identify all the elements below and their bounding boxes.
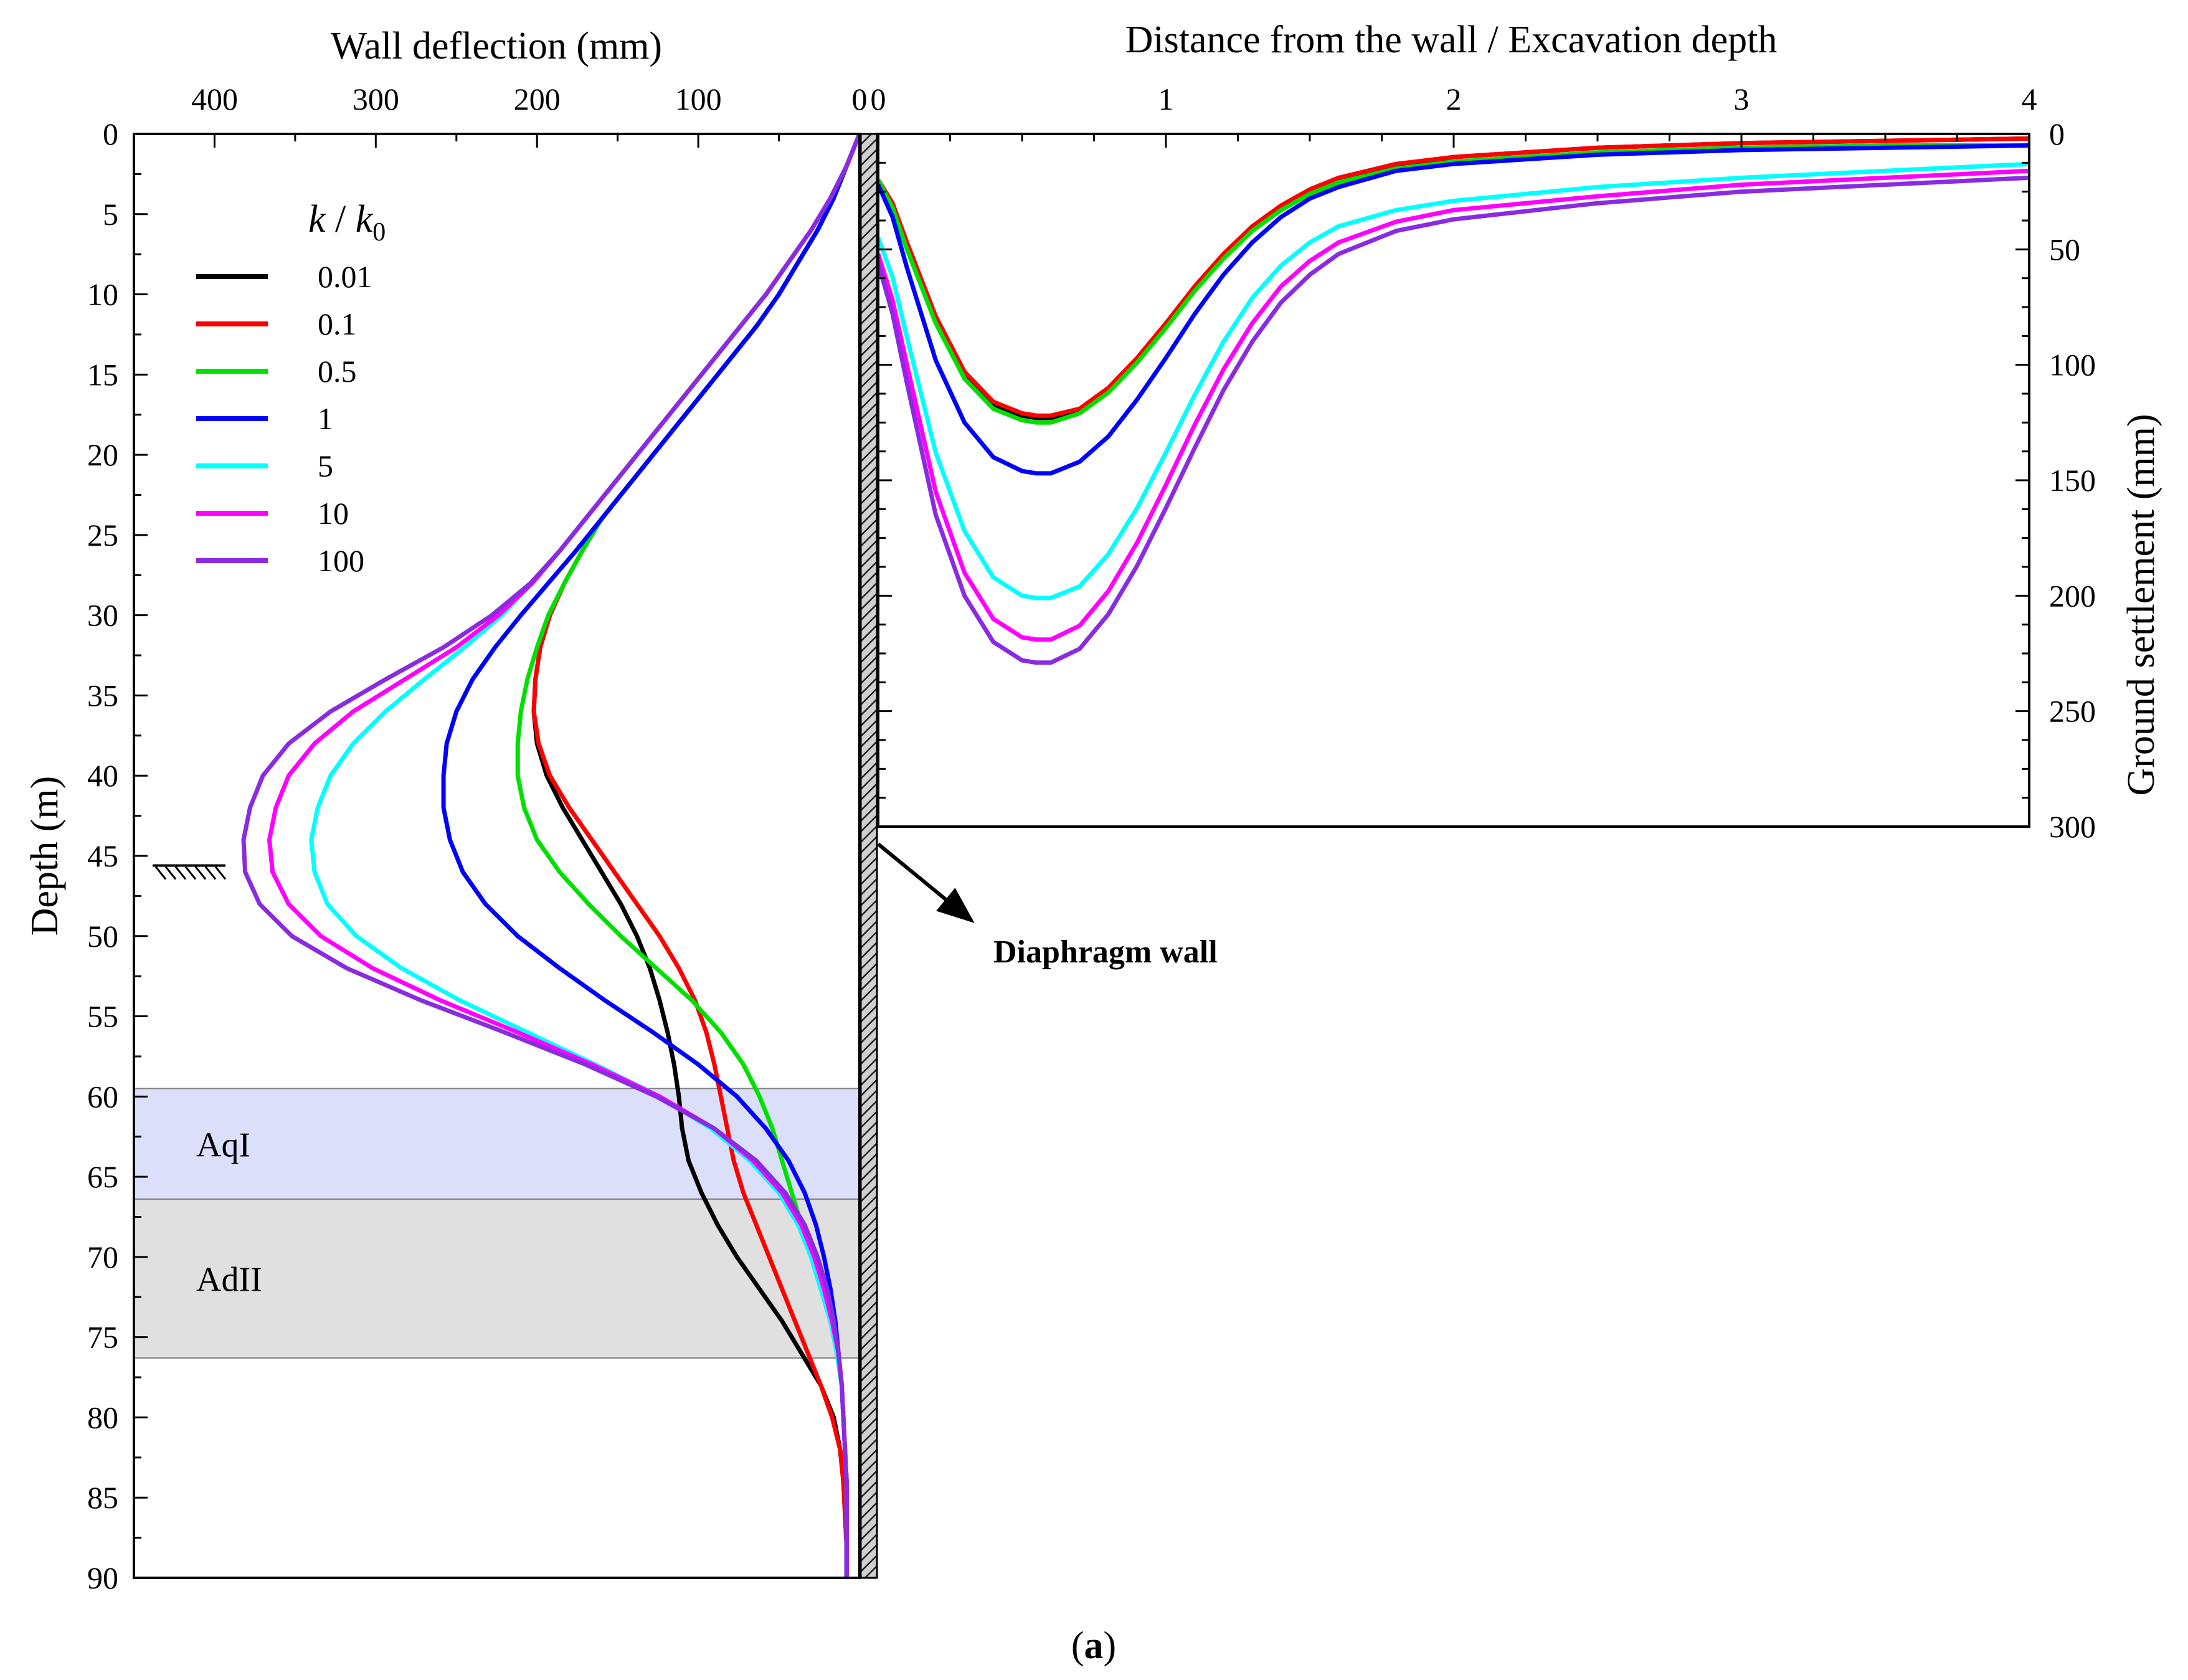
excavation-level-symbol	[153, 864, 227, 880]
settlement-line-k-0.5	[878, 143, 2029, 425]
depth-y-tick-label: 50	[87, 919, 118, 954]
settlement-y-tick-label: 0	[2049, 116, 2065, 151]
depth-y-tick-label: 85	[87, 1480, 118, 1515]
legend-label-k-0.5: 0.5	[318, 354, 357, 389]
distance-x-axis-label: Distance from the wall / Excavation dept…	[1125, 19, 1778, 61]
depth-y-tick-label: 60	[87, 1079, 118, 1114]
caption-letter: a	[1084, 1625, 1104, 1667]
depth-y-tick-label: 55	[87, 999, 118, 1034]
settlement-line-k-5	[878, 161, 2029, 600]
wall-deflection-x-tick-label: 400	[191, 82, 238, 116]
distance-x-tick-label: 3	[1734, 82, 1750, 116]
depth-y-tick-label: 75	[87, 1320, 118, 1355]
excavation-hatch-mark	[204, 866, 217, 880]
depth-y-tick-label: 5	[103, 197, 118, 232]
settlement-y-tick-label: 50	[2049, 232, 2080, 267]
legend-label-k-0.1: 0.1	[318, 306, 357, 341]
depth-y-tick-label: 0	[103, 116, 118, 151]
legend-label-k-1: 1	[318, 401, 333, 436]
excavation-hatch-mark	[184, 866, 197, 880]
settlement-y-tick-label: 100	[2049, 348, 2096, 382]
legend-label-k-100: 100	[318, 543, 364, 578]
legend-title-k0: k	[356, 198, 374, 240]
wall-deflection-x-tick-label: 300	[353, 82, 399, 116]
settlement-y-tick-label: 300	[2049, 809, 2096, 844]
depth-y-tick-label: 90	[87, 1560, 118, 1595]
legend-label-k-5: 5	[318, 448, 333, 483]
deflection-line-k-1	[441, 134, 860, 1578]
diaphragm-wall-label: Diaphragm wall	[993, 934, 1218, 970]
ground-settlement-plot-frame	[877, 133, 2030, 828]
legend-label-k-10: 10	[318, 496, 349, 531]
settlement-line-k-10	[878, 168, 2029, 642]
distance-x-tick-label: 0	[871, 82, 886, 116]
settlement-y-tick-label: 150	[2049, 463, 2096, 498]
ground-settlement-y-axis-label: Ground settlement (mm)	[2120, 414, 2162, 796]
legend-title: k / k0	[308, 198, 386, 247]
legend-title-sep: /	[326, 198, 356, 240]
depth-y-tick-label: 10	[87, 277, 118, 312]
deflection-line-k-5	[309, 134, 860, 1578]
caption-open-paren: (	[1071, 1625, 1084, 1667]
deflection-line-k-0.1	[531, 134, 860, 1578]
wall-deflection-x-tick-label: 0	[852, 82, 868, 116]
settlement-line-k-1	[878, 143, 2029, 476]
distance-x-tick-label: 1	[1158, 82, 1174, 116]
depth-y-tick-label: 80	[87, 1400, 118, 1435]
depth-y-tick-label: 40	[87, 758, 118, 793]
distance-x-tick-label: 2	[1446, 82, 1462, 116]
soil-layer-label-aqi: AqI	[196, 1126, 250, 1164]
settlement-y-tick-label: 200	[2049, 578, 2096, 613]
distance-x-tick-label: 4	[2022, 82, 2037, 116]
depth-y-axis-label: Depth (m)	[24, 776, 66, 936]
legend-label-k-0.01: 0.01	[318, 259, 372, 294]
excavation-hatch-mark	[194, 866, 207, 880]
diaphragm-wall-arrow	[877, 842, 975, 923]
excavation-hatch-mark	[164, 866, 177, 880]
excavation-hatch-mark	[174, 866, 187, 880]
wall-deflection-x-tick-label: 200	[514, 82, 561, 116]
depth-y-tick-label: 70	[87, 1240, 118, 1274]
depth-y-tick-label: 20	[87, 437, 118, 472]
figure-caption: (a)	[1071, 1625, 1116, 1667]
diaphragm-wall	[860, 133, 878, 1579]
depth-y-tick-label: 15	[87, 357, 118, 392]
excavation-hatch-mark	[154, 866, 167, 880]
soil-layer-adii	[133, 1198, 860, 1359]
legend-title-k: k	[308, 198, 326, 240]
wall-deflection-x-axis-label: Wall deflection (mm)	[331, 25, 662, 67]
wall-deflection-panel: 400 300 200 100 0 05101520253035404550556065…	[24, 25, 868, 1595]
depth-y-tick-label: 30	[87, 598, 118, 633]
depth-y-tick-label: 65	[87, 1159, 118, 1194]
excavation-hatch-mark	[214, 866, 227, 880]
depth-y-tick-label: 35	[87, 678, 118, 713]
soil-layer-label-adii: AdII	[196, 1261, 262, 1299]
ground-settlement-panel: 0 1 2 3 4 0 50 100 150 200 250 300 Distance from t…	[871, 19, 2163, 844]
settlement-line-k-100	[878, 175, 2029, 665]
deflection-line-k-10	[267, 134, 860, 1578]
depth-y-tick-label: 45	[87, 838, 118, 873]
deflection-line-k-100	[241, 134, 860, 1578]
settlement-line-k-0.1	[878, 136, 2029, 418]
depth-y-tick-label: 25	[87, 518, 118, 553]
settlement-y-tick-label: 250	[2049, 694, 2096, 729]
caption-close-paren: )	[1104, 1625, 1117, 1667]
legend-title-sub: 0	[372, 218, 386, 247]
wall-deflection-x-tick-label: 100	[675, 82, 722, 116]
